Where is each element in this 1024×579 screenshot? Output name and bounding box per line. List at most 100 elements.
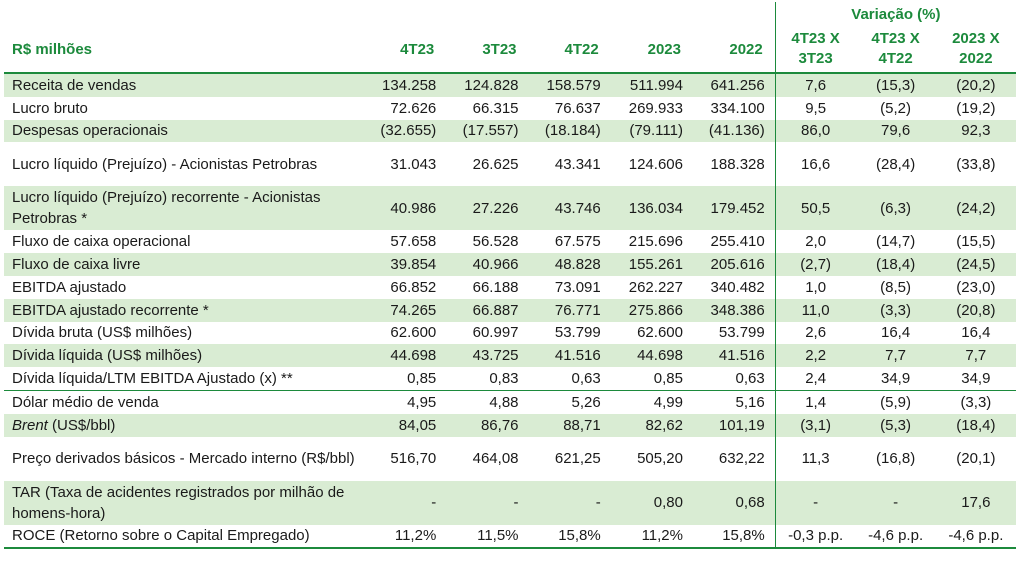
variation-cell: 17,6 (935, 480, 1016, 525)
value-cell: 124.606 (628, 155, 683, 173)
value-cell: (32.655) (364, 119, 447, 143)
value-cell: 15,8% (692, 524, 776, 550)
row-label: Dívida líquida/LTM EBITDA Ajustado (x) *… (12, 370, 293, 388)
value-cell: 348.386 (692, 298, 776, 322)
value-cell: 31.043 (390, 155, 437, 173)
value-cell: (18.184) (528, 119, 611, 143)
value-cell: 67.575 (554, 233, 601, 251)
variation-cell: -4,6 p.p. (935, 524, 1016, 550)
value-cell: 41.516 (528, 344, 611, 368)
variation-cell: 92,3 (935, 119, 1016, 143)
variation-cell: (2,7) (774, 253, 856, 276)
column-header-row: R$ milhões 4T23 3T23 4T22 2023 2022 4T23… (4, 26, 1016, 74)
value-cell: 511.994 (610, 73, 693, 97)
value-cell: 621,25 (554, 450, 601, 468)
variation-cell: (18,4) (855, 253, 936, 276)
value-cell: 44.698 (610, 344, 693, 368)
col-header-2022: 2022 (692, 26, 776, 74)
variation-cell: 16,6 (774, 142, 856, 187)
table-row: TAR (Taxa de acidentes registrados por m… (4, 480, 1016, 525)
value-cell: 84,05 (364, 413, 447, 437)
value-cell: 155.261 (610, 253, 693, 276)
value-cell: 43.746 (528, 186, 611, 231)
row-label: Despesas operacionais (4, 119, 365, 143)
row-label: TAR (Taxa de acidentes registrados por m… (4, 480, 365, 525)
row-label: Lucro bruto (12, 99, 88, 117)
row-label: Dólar médio de venda (4, 389, 365, 414)
variation-cell: (3,3) (855, 298, 936, 322)
variation-cell: 7,6 (774, 73, 856, 97)
variation-cell: 7,7 (855, 344, 936, 368)
value-cell: 66.852 (390, 278, 437, 296)
value-cell: 255.410 (710, 233, 765, 251)
value-cell: 641.256 (692, 73, 776, 97)
var-header-4t23-4t22: 4T23 X 4T22 (855, 26, 936, 74)
value-cell: 72.626 (390, 99, 437, 117)
table-row: ROCE (Retorno sobre o Capital Empregado)… (4, 524, 1016, 550)
value-cell: 11,5% (446, 524, 529, 550)
variation-cell: (19,2) (956, 99, 996, 117)
value-cell: 0,85 (407, 370, 437, 388)
financial-summary-table: Variação (%) R$ milhões 4T23 3T23 4T22 2… (4, 2, 1016, 550)
value-cell: 60.997 (472, 324, 519, 342)
value-cell: 66.315 (472, 99, 519, 117)
col-header-4t23: 4T23 (364, 26, 447, 74)
variation-cell: 79,6 (855, 119, 936, 143)
value-cell: 73.091 (554, 278, 601, 296)
value-cell: 4,99 (610, 389, 693, 414)
value-cell: 53.799 (718, 324, 765, 342)
table-body: Receita de vendas 134.258 124.828 158.579 51… (4, 73, 1016, 550)
value-cell: 82,62 (610, 413, 693, 437)
row-label: EBITDA ajustado (12, 278, 127, 296)
variation-cell: (20,1) (956, 450, 996, 468)
variation-header: Variação (%) (774, 2, 1016, 26)
variation-cell: (16,8) (876, 450, 916, 468)
row-label: Receita de vendas (4, 73, 365, 97)
variation-cell: (14,7) (876, 233, 916, 251)
value-cell: 516,70 (390, 450, 437, 468)
col-header-4t22: 4T22 (528, 26, 611, 74)
value-cell: 66.887 (446, 298, 529, 322)
col-header-2023: 2023 (610, 26, 693, 74)
value-cell: 88,71 (528, 413, 611, 437)
table-row: Brent (US$/bbl) 84,05 86,76 88,71 82,62 101,1… (4, 413, 1016, 437)
value-cell: 262.227 (628, 278, 683, 296)
variation-cell: - (855, 480, 936, 525)
table-row: Preço derivados básicos - Mercado intern… (4, 436, 1016, 481)
table-row: EBITDA ajustado recorrente * 74.265 66.887… (4, 298, 1016, 322)
value-cell: 11,2% (364, 524, 447, 550)
value-cell: 464,08 (472, 450, 519, 468)
row-label: ROCE (Retorno sobre o Capital Empregado) (4, 524, 365, 550)
value-cell: 43.725 (446, 344, 529, 368)
row-label: Lucro líquido (Prejuízo) - Acionistas Pe… (12, 155, 318, 173)
value-cell: 27.226 (446, 186, 529, 231)
variation-cell: 50,5 (774, 186, 856, 231)
value-cell: 188.328 (710, 155, 765, 173)
variation-cell: (23,0) (956, 278, 996, 296)
variation-cell: - (774, 480, 856, 525)
table-row: EBITDA ajustado 66.852 66.188 73.091 262.227… (4, 275, 1016, 299)
variation-cell: (15,5) (956, 233, 996, 251)
value-cell: 5,16 (692, 389, 776, 414)
row-label: Brent (US$/bbl) (4, 413, 365, 437)
value-cell: - (364, 480, 447, 525)
table-row: Lucro bruto 72.626 66.315 76.637 269.933 334.… (4, 96, 1016, 120)
variation-cell: 11,3 (774, 436, 856, 481)
value-cell: 39.854 (364, 253, 447, 276)
row-label: Fluxo de caixa livre (4, 253, 365, 276)
value-cell: 0,63 (735, 370, 765, 388)
value-cell: 11,2% (610, 524, 693, 550)
value-cell: 48.828 (528, 253, 611, 276)
value-cell: 40.966 (446, 253, 529, 276)
variation-cell: 2,0 (774, 230, 856, 254)
variation-cell: 11,0 (774, 298, 856, 322)
variation-cell: 7,7 (935, 344, 1016, 368)
table-row: Dívida bruta (US$ milhões) 62.600 60.997 53… (4, 321, 1016, 345)
variation-cell: 34,9 (881, 370, 911, 388)
value-cell: 15,8% (528, 524, 611, 550)
value-cell: 124.828 (446, 73, 529, 97)
value-cell: 41.516 (692, 344, 776, 368)
variation-cell: (33,8) (956, 155, 996, 173)
variation-cell: (18,4) (935, 413, 1016, 437)
